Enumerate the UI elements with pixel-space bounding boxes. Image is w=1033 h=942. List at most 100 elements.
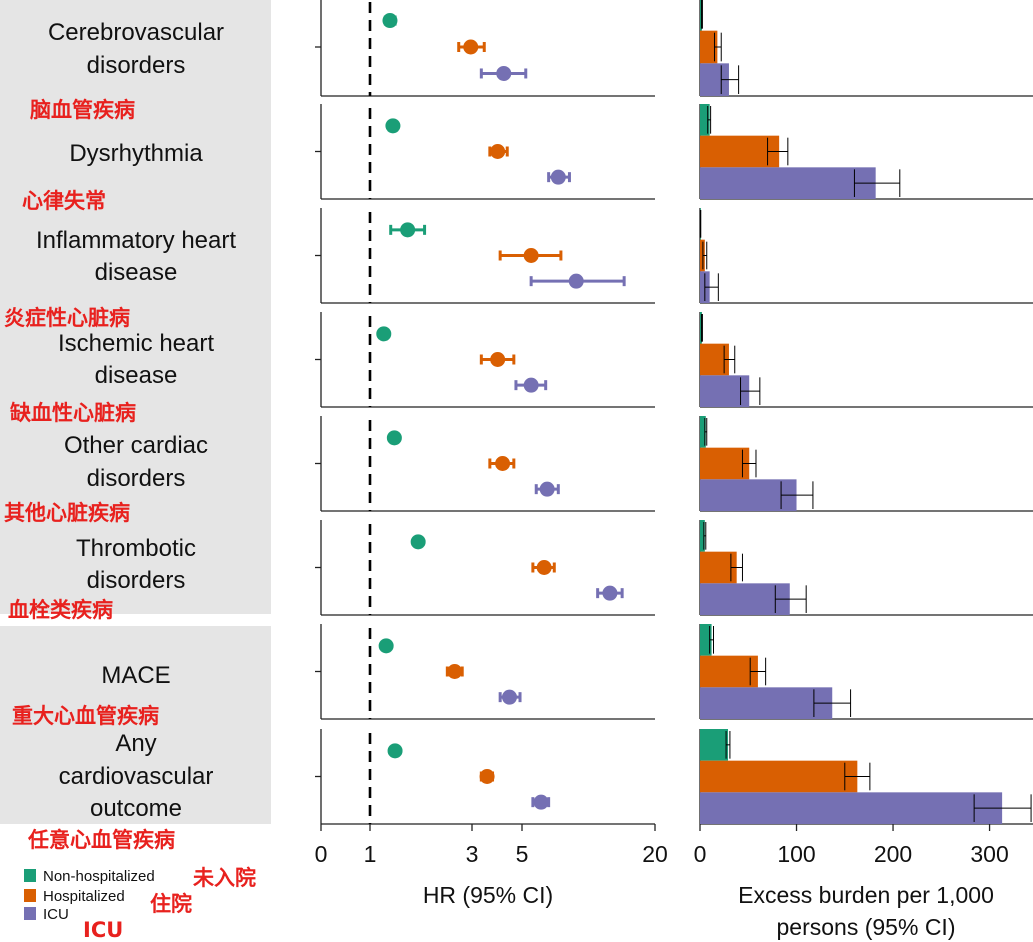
row-label-cn-thrombotic-disorders: 血栓类疾病: [8, 598, 113, 622]
bar-panel-inflammatory-heart-disease: [699, 208, 1033, 304]
bar-any-cardiovascular-outcome-hospitalized: [700, 760, 858, 793]
burden-axis-title-line-1: Excess burden per 1,000: [738, 882, 994, 908]
hr-axis-tick-label-1: 1: [364, 841, 377, 867]
hr-point-other-cardiac-disorders-non-hospitalized: [386, 430, 402, 446]
bar-panel-cerebrovascular-disorders: [699, 0, 1033, 97]
bar-panel-mace: [699, 624, 1033, 720]
burden-axis-tick-label-200: 200: [874, 841, 912, 867]
bar-mace-icu: [700, 687, 833, 719]
row-labels: Cerebrovascular disorders 脑血管疾病 Dysrhythmia…: [4, 19, 236, 852]
axes: 0 1 3 5 20 HR (95% CI) 0 100 200 300 Excess burden…: [315, 824, 1009, 940]
legend-label-cn-icu: ICU: [83, 918, 123, 942]
row-label-backgrounds: [0, 0, 271, 824]
legend-swatch-hospitalized: [24, 889, 36, 902]
row-label-cn-cerebrovascular-disorders: 脑血管疾病: [30, 98, 135, 122]
forest-panel-dysrhythmia: [315, 104, 655, 200]
row-label-cn-any-cardiovascular-outcome: 任意心血管疾病: [27, 828, 175, 852]
bar-any-cardiovascular-outcome-icu: [700, 792, 1003, 824]
row-label-other-cardiac-disorders-line-2: disorders: [87, 465, 186, 492]
row-label-cerebrovascular-disorders-line-1: Cerebrovascular: [48, 19, 224, 46]
hr-point-dysrhythmia-non-hospitalized: [385, 118, 401, 134]
legend-label-cn-non-hospitalized: 未入院: [193, 866, 256, 890]
hr-axis-tick-label-3: 3: [466, 841, 479, 867]
hr-point-mace-icu: [501, 689, 517, 705]
hr-axis-tick-label-5: 5: [516, 841, 529, 867]
bar-panel-other-cardiac-disorders: [699, 416, 1033, 512]
hr-point-any-cardiovascular-outcome-icu: [533, 794, 549, 810]
row-label-ischemic-heart-disease-line-1: Ischemic heart: [58, 330, 214, 357]
hr-point-inflammatory-heart-disease-non-hospitalized: [400, 222, 416, 238]
bar-thrombotic-disorders-non-hospitalized: [700, 520, 705, 552]
bar-other-cardiac-disorders-non-hospitalized: [700, 416, 706, 448]
hr-point-inflammatory-heart-disease-icu: [568, 273, 584, 289]
row-label-thrombotic-disorders-line-2: disorders: [87, 567, 186, 594]
forest-panel-cerebrovascular-disorders: [315, 0, 655, 97]
legend-swatch-icu: [24, 907, 36, 920]
hr-point-thrombotic-disorders-hospitalized: [536, 560, 552, 575]
hr-point-any-cardiovascular-outcome-non-hospitalized: [387, 743, 403, 759]
bar-any-cardiovascular-outcome-non-hospitalized: [700, 729, 728, 761]
bar-panel-thrombotic-disorders: [699, 520, 1033, 616]
row-label-cn-dysrhythmia: 心律失常: [22, 189, 106, 213]
label-background-2: [0, 626, 271, 824]
row-label-ischemic-heart-disease-line-2: disease: [95, 362, 178, 389]
bar-mace-hospitalized: [700, 655, 758, 688]
row-label-thrombotic-disorders-line-1: Thrombotic: [76, 535, 196, 562]
forest-panel-other-cardiac-disorders: [315, 416, 655, 512]
bar-cerebrovascular-disorders-hospitalized: [700, 30, 718, 64]
bar-panel-any-cardiovascular-outcome: [699, 729, 1033, 825]
label-background-1: [0, 0, 271, 614]
hr-point-thrombotic-disorders-icu: [602, 585, 618, 601]
hr-point-other-cardiac-disorders-hospitalized: [495, 456, 511, 471]
bar-other-cardiac-disorders-hospitalized: [700, 447, 750, 480]
bar-dysrhythmia-icu: [700, 167, 876, 199]
row-label-mace-line-1: MACE: [101, 662, 170, 689]
hr-point-ischemic-heart-disease-hospitalized: [490, 352, 506, 367]
hr-axis-tick-label-20: 20: [642, 841, 668, 867]
bar-mace-non-hospitalized: [700, 624, 712, 656]
hr-point-inflammatory-heart-disease-hospitalized: [523, 248, 539, 263]
legend-label-icu: ICU: [43, 906, 69, 923]
row-label-any-cardiovascular-outcome-line-2: cardiovascular: [59, 763, 214, 790]
hr-point-ischemic-heart-disease-non-hospitalized: [376, 326, 392, 342]
legend-label-hospitalized: Hospitalized: [43, 888, 125, 905]
hr-axis-tick-label-0: 0: [315, 841, 328, 867]
hr-point-thrombotic-disorders-non-hospitalized: [410, 534, 426, 550]
forest-panel-mace: [315, 624, 655, 720]
hr-point-other-cardiac-disorders-icu: [539, 481, 555, 497]
bar-dysrhythmia-hospitalized: [700, 135, 780, 168]
forest-plot: [315, 0, 655, 825]
hr-point-mace-hospitalized: [447, 664, 463, 679]
legend: Non-hospitalized 未入院 Hospitalized 住院 ICU ICU: [24, 866, 256, 942]
forest-panel-any-cardiovascular-outcome: [315, 729, 655, 825]
row-label-inflammatory-heart-disease-line-2: disease: [95, 259, 178, 286]
hr-point-any-cardiovascular-outcome-hospitalized: [479, 769, 495, 784]
legend-label-cn-hospitalized: 住院: [150, 892, 192, 916]
row-label-cn-mace: 重大心血管疾病: [12, 704, 159, 728]
row-label-other-cardiac-disorders-line-1: Other cardiac: [64, 432, 208, 459]
hr-point-dysrhythmia-hospitalized: [490, 144, 506, 159]
hr-axis-title: HR (95% CI): [423, 882, 553, 908]
row-label-dysrhythmia-line-1: Dysrhythmia: [69, 140, 203, 167]
row-label-cn-ischemic-heart-disease: 缺血性心脏病: [10, 401, 136, 425]
hr-point-cerebrovascular-disorders-hospitalized: [463, 39, 479, 55]
burden-axis-tick-label-100: 100: [777, 841, 815, 867]
legend-swatch-non-hospitalized: [24, 869, 36, 882]
forest-panel-thrombotic-disorders: [315, 520, 655, 616]
row-label-cerebrovascular-disorders-line-2: disorders: [87, 52, 186, 79]
hr-point-cerebrovascular-disorders-non-hospitalized: [382, 13, 398, 29]
hr-point-ischemic-heart-disease-icu: [523, 377, 539, 393]
burden-axis-title-line-2: persons (95% CI): [777, 914, 956, 940]
forest-panel-inflammatory-heart-disease: [315, 208, 655, 304]
row-label-any-cardiovascular-outcome-line-3: outcome: [90, 795, 182, 822]
row-label-cn-other-cardiac-disorders: 其他心脏疾病: [4, 501, 130, 525]
legend-label-non-hospitalized: Non-hospitalized: [43, 868, 155, 885]
hr-point-cerebrovascular-disorders-icu: [496, 65, 512, 81]
bar-panel-dysrhythmia: [699, 104, 1033, 200]
row-label-any-cardiovascular-outcome-line-1: Any: [115, 730, 156, 757]
hr-point-dysrhythmia-icu: [550, 169, 566, 185]
burden-axis-tick-label-300: 300: [970, 841, 1008, 867]
bar-panel-ischemic-heart-disease: [699, 312, 1033, 408]
burden-axis-tick-label-0: 0: [694, 841, 707, 867]
